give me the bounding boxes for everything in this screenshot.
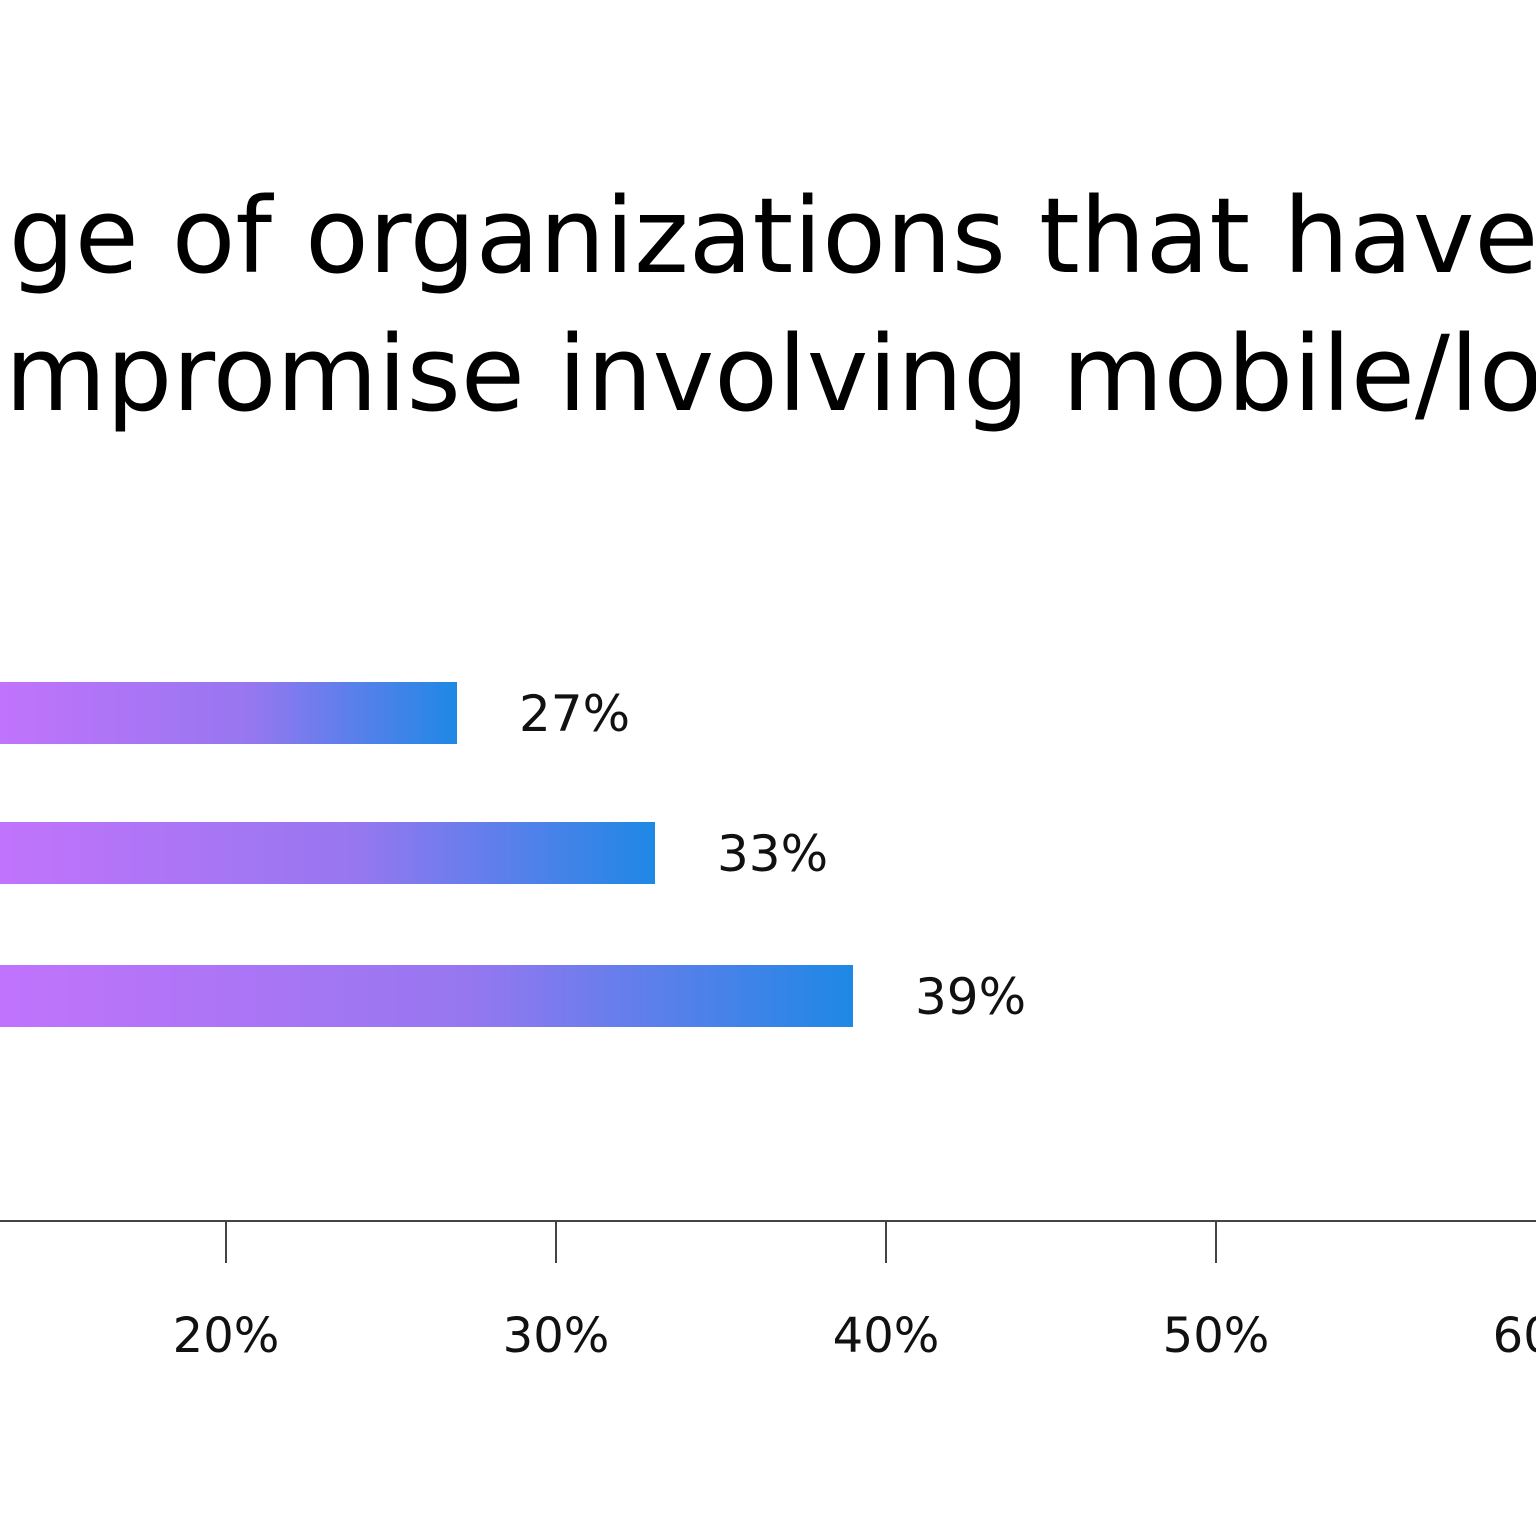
x-axis-tick-labels: 20% 30% 40% 50% 60% xyxy=(173,1308,1536,1364)
x-tick-label-50: 50% xyxy=(1163,1308,1270,1364)
value-labels-group: 27% 33% 39% xyxy=(519,685,1026,1026)
bars-group xyxy=(0,682,853,1027)
bar-value-label-3: 39% xyxy=(915,968,1026,1026)
bar-1 xyxy=(0,682,457,744)
x-tick-label-60: 60% xyxy=(1493,1308,1536,1364)
x-tick-label-30: 30% xyxy=(503,1308,610,1364)
x-axis-ticks xyxy=(225,1221,1217,1263)
bar-value-label-1: 27% xyxy=(519,685,630,743)
x-tick-label-20: 20% xyxy=(173,1308,280,1364)
bar-value-label-2: 33% xyxy=(717,825,828,883)
chart-title-line-2: mpromise involving mobile/lo xyxy=(5,313,1536,435)
bar-2 xyxy=(0,822,655,884)
chart-title: age of organizations that have mpromise … xyxy=(0,175,1536,435)
chart-title-line-1: age of organizations that have xyxy=(0,175,1536,297)
x-tick-label-40: 40% xyxy=(833,1308,940,1364)
bar-3 xyxy=(0,965,853,1027)
